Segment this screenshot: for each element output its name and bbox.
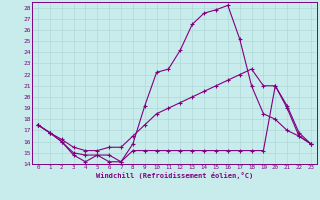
X-axis label: Windchill (Refroidissement éolien,°C): Windchill (Refroidissement éolien,°C) xyxy=(96,172,253,179)
